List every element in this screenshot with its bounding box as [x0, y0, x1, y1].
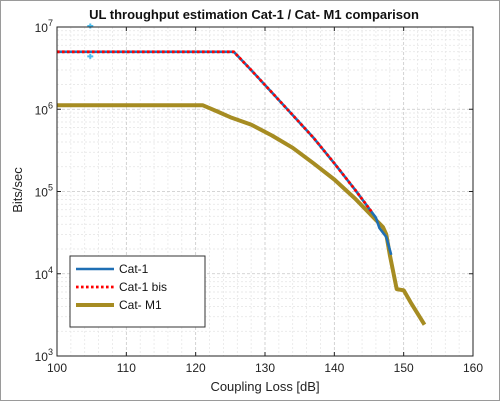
legend-label: Cat- M1	[119, 298, 162, 312]
y-tick-label: 106	[35, 100, 53, 117]
grid	[56, 26, 474, 357]
x-tick-label: 110	[117, 361, 136, 375]
y-axis-label: Bits/sec	[10, 167, 25, 213]
series-line-cat-1-bis	[57, 50, 374, 214]
series-layer	[57, 23, 427, 326]
y-tick-label: 105	[35, 183, 53, 200]
y-tick-label: 104	[35, 265, 53, 282]
legend: Cat-1 Cat-1 bis Cat- M1	[69, 255, 206, 328]
series-line-cat-m1	[57, 103, 427, 326]
x-tick-label: 130	[255, 361, 275, 375]
axis-ticks: 100 110 120 130 140 150 160 103 104 105 106 107	[35, 18, 484, 375]
y-tick-label: 107	[35, 18, 53, 35]
chart-title: UL throughput estimation Cat-1 / Cat- M1…	[89, 7, 419, 22]
data-marker	[87, 53, 94, 59]
y-tick-label: 103	[35, 347, 53, 364]
data-marker	[87, 23, 94, 29]
x-tick-label: 160	[463, 361, 483, 375]
legend-label: Cat-1	[119, 262, 149, 276]
x-tick-label: 100	[47, 361, 67, 375]
legend-label: Cat-1 bis	[119, 280, 167, 294]
x-tick-label: 150	[394, 361, 414, 375]
x-tick-label: 140	[324, 361, 344, 375]
x-axis-label: Coupling Loss [dB]	[210, 379, 319, 394]
x-tick-label: 120	[186, 361, 206, 375]
